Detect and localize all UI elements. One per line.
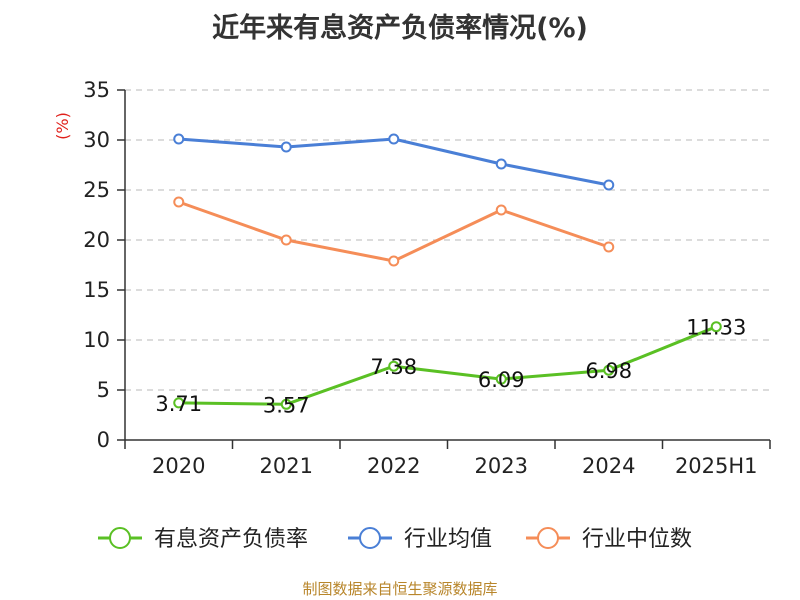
data-point	[710, 321, 722, 333]
y-tick-label: 15	[83, 278, 110, 302]
legend-swatch-marker	[537, 527, 559, 549]
gridlines	[125, 89, 770, 391]
legend-item: 行业中位数	[526, 527, 692, 552]
data-point	[388, 360, 400, 372]
data-point	[495, 373, 507, 385]
legend-label: 行业均值	[404, 527, 492, 552]
x-tick-label: 2020	[152, 454, 205, 478]
legend: 有息资产负债率 行业均值 行业中位数	[98, 527, 692, 552]
data-label: 11.33	[686, 316, 746, 340]
data-point	[280, 398, 292, 410]
legend-item: 行业均值	[348, 527, 492, 552]
x-tick-label: 2023	[475, 454, 528, 478]
y-tick-label: 20	[83, 228, 110, 252]
legend-swatch-marker	[359, 527, 381, 549]
data-point	[495, 204, 507, 216]
data-point	[173, 397, 185, 409]
series	[173, 133, 722, 410]
data-label: 7.38	[370, 355, 417, 379]
axes: 0 5 10 15 20 25 30 35 (%) 2020 2021 2022 2023 2024 202…	[53, 78, 771, 478]
y-tick-label: 5	[97, 378, 110, 402]
y-tick-label: 0	[97, 428, 110, 452]
data-point	[388, 133, 400, 145]
legend-swatch-marker	[109, 527, 131, 549]
y-tick-label: 10	[83, 328, 110, 352]
data-point	[280, 141, 292, 153]
series-line-1	[178, 137, 610, 187]
series-line-0	[178, 325, 717, 406]
data-labels: 3.71 3.57 7.38 6.09 6.98 11.33	[155, 316, 746, 418]
data-label: 3.57	[263, 393, 310, 417]
y-tick-label: 30	[83, 128, 110, 152]
data-point	[603, 179, 615, 191]
x-tick-label: 2025H1	[675, 454, 758, 478]
legend-item: 有息资产负债率	[98, 527, 308, 552]
y-axis-label: (%)	[53, 112, 72, 140]
data-point	[388, 255, 400, 267]
data-point	[603, 241, 615, 253]
data-point	[495, 158, 507, 170]
chart-title: 近年来有息资产负债率情况(%)	[212, 13, 588, 44]
legend-label: 有息资产负债率	[154, 527, 308, 552]
data-point	[173, 196, 185, 208]
data-label: 6.98	[585, 359, 632, 383]
y-tick-label: 25	[83, 178, 110, 202]
x-tick-label: 2024	[582, 454, 635, 478]
legend-label: 行业中位数	[582, 527, 692, 552]
x-tick-label: 2022	[367, 454, 420, 478]
data-label: 3.71	[155, 392, 202, 416]
series-line-2	[178, 200, 610, 263]
data-point	[173, 133, 185, 145]
x-tick-label: 2021	[260, 454, 313, 478]
data-label: 6.09	[478, 368, 525, 392]
data-point	[603, 364, 615, 376]
data-point	[280, 234, 292, 246]
y-tick-label: 35	[83, 78, 110, 102]
source-note: 制图数据来自恒生聚源数据库	[302, 580, 498, 598]
